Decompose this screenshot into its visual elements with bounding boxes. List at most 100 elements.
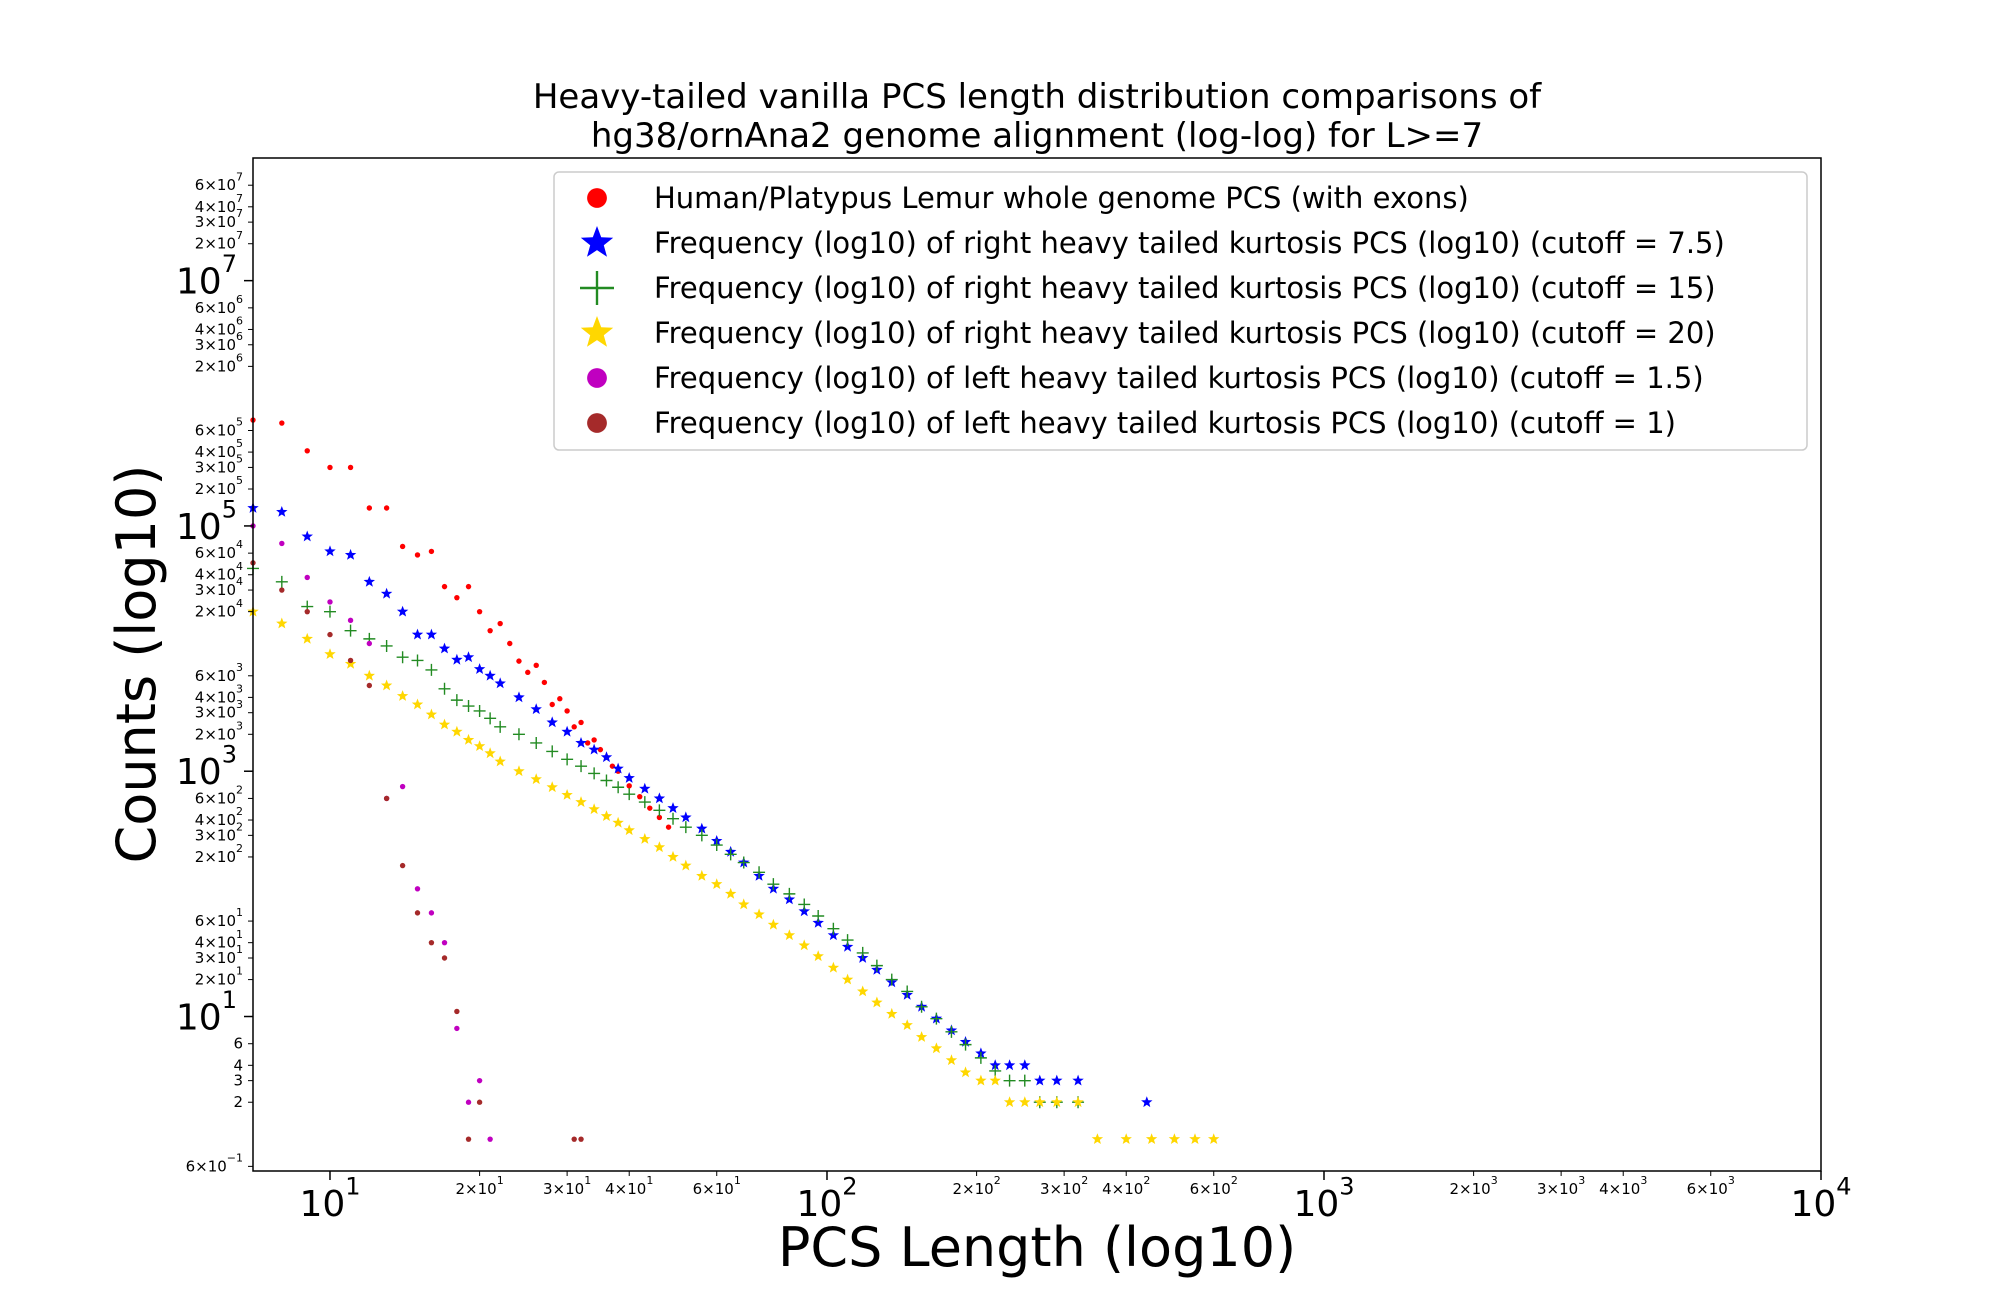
y-minor-tick-label: 2×101: [195, 965, 243, 989]
y-minor-tick-label: 6×103: [195, 661, 243, 685]
y-axis-label: Counts (log10): [105, 465, 168, 864]
data-point: [465, 1099, 472, 1105]
data-point: [591, 737, 597, 743]
data-point: [399, 543, 406, 550]
legend-label: Frequency (log10) of left heavy tailed k…: [654, 406, 1676, 440]
data-point: [612, 781, 625, 794]
y-minor-tick-label: 4×104: [195, 560, 243, 584]
x-minor-tick-label: 3×102: [1040, 1174, 1088, 1198]
data-point: [974, 1051, 987, 1064]
legend-item: Frequency (log10) of right heavy tailed …: [580, 226, 1725, 260]
data-point: [484, 712, 497, 725]
data-point: [494, 677, 506, 689]
y-minor-tick-label: 2×107: [195, 229, 243, 253]
data-point: [561, 789, 573, 800]
data-point: [1072, 1096, 1084, 1108]
data-point: [857, 985, 869, 997]
data-point: [711, 878, 723, 889]
data-point: [738, 898, 750, 910]
data-point: [454, 594, 460, 601]
y-minor-tick-label: 6×105: [195, 416, 243, 440]
data-point: [497, 620, 503, 627]
legend-marker: [580, 271, 614, 305]
data-point: [753, 866, 766, 879]
legend-label: Frequency (log10) of right heavy tailed …: [654, 226, 1725, 260]
data-point: [571, 1136, 577, 1142]
data-point: [600, 810, 613, 821]
y-minor-tick-label: 4×107: [195, 192, 243, 216]
data-point: [473, 740, 486, 751]
data-point: [530, 736, 543, 749]
y-minor-tick-label: 2×103: [195, 719, 243, 743]
data-point: [451, 653, 463, 665]
data-point: [438, 642, 451, 654]
data-point: [428, 910, 435, 916]
data-point: [841, 973, 854, 985]
data-point: [507, 640, 513, 647]
data-point: [989, 1059, 1001, 1071]
data-point: [886, 1007, 898, 1019]
data-point: [304, 448, 310, 454]
data-point: [516, 658, 522, 664]
data-point: [1051, 1074, 1063, 1086]
x-axis-label: PCS Length (log10): [778, 1216, 1296, 1279]
data-point: [588, 743, 600, 755]
data-point: [600, 751, 613, 763]
y-minor-tick-label: 4×101: [195, 928, 243, 952]
data-point: [276, 617, 288, 629]
data-point: [578, 719, 584, 726]
data-point: [512, 728, 525, 741]
data-point: [324, 648, 336, 659]
data-point: [494, 755, 506, 767]
data-point: [301, 530, 313, 542]
data-point: [841, 934, 854, 947]
data-point: [476, 608, 483, 615]
data-point: [783, 929, 796, 941]
data-point: [323, 605, 336, 618]
data-point: [1208, 1133, 1220, 1144]
data-point: [584, 740, 591, 746]
data-point: [344, 657, 357, 669]
y-minor-tick-label: 3×101: [195, 943, 243, 967]
y-minor-tick-label: 3×103: [195, 698, 243, 722]
data-point: [1189, 1133, 1201, 1144]
data-point: [327, 599, 333, 605]
data-point: [945, 1054, 958, 1066]
data-point: [639, 782, 651, 794]
data-point: [870, 959, 883, 972]
data-point: [885, 973, 898, 986]
data-point: [428, 939, 435, 946]
y-minor-tick-label: 2: [233, 1093, 243, 1111]
data-point: [638, 796, 651, 809]
data-point: [612, 762, 624, 774]
x-major-tick-label: 102: [796, 1172, 857, 1225]
data-point: [959, 1066, 972, 1078]
x-major-tick-label: 103: [1293, 1172, 1354, 1225]
data-point: [564, 708, 570, 714]
data-point: [901, 985, 914, 998]
data-point: [975, 1074, 987, 1086]
legend-label: Frequency (log10) of right heavy tailed …: [654, 271, 1716, 305]
data-point: [798, 898, 811, 911]
y-minor-tick-label: 4×106: [195, 315, 243, 339]
data-point: [639, 833, 651, 844]
legend-label: Frequency (log10) of left heavy tailed k…: [654, 361, 1704, 395]
y-minor-tick-label: 3×102: [195, 820, 243, 844]
data-point: [1034, 1096, 1046, 1108]
data-point: [324, 545, 336, 557]
data-point: [871, 996, 883, 1008]
y-major-tick-label: 101: [176, 986, 237, 1039]
y-major-tick-label: 103: [176, 741, 237, 794]
data-point: [1051, 1096, 1063, 1108]
data-point: [441, 939, 448, 946]
data-point: [396, 605, 409, 617]
data-point: [347, 617, 354, 624]
legend-marker: [580, 316, 614, 347]
data-point: [494, 720, 507, 733]
data-point: [1072, 1074, 1084, 1086]
data-point: [465, 583, 472, 590]
data-point: [783, 887, 796, 900]
data-point: [438, 682, 451, 695]
y-minor-tick-label: 3×107: [195, 207, 243, 231]
data-point: [473, 663, 486, 674]
